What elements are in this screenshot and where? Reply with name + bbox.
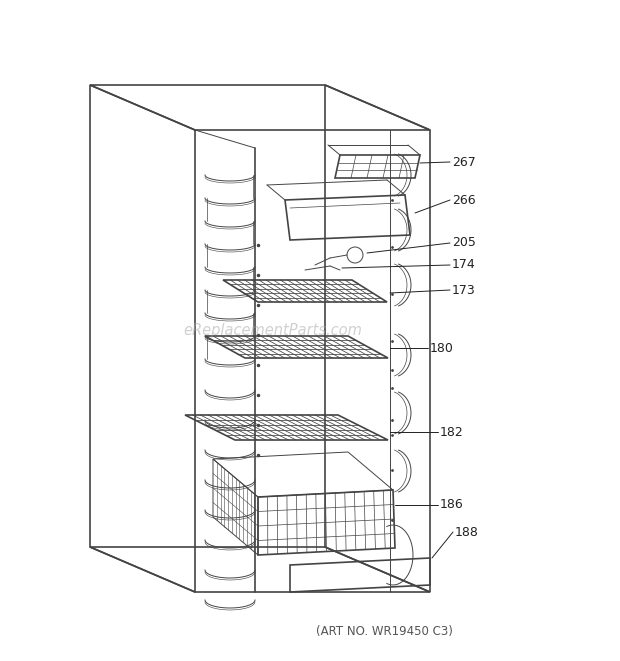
Text: 182: 182 [440,426,464,438]
Text: 180: 180 [430,342,454,354]
Text: 267: 267 [452,155,476,169]
Text: 188: 188 [455,525,479,539]
Text: 174: 174 [452,258,476,272]
Text: 205: 205 [452,237,476,249]
Text: eReplacementParts.com: eReplacementParts.com [184,323,362,338]
Text: 186: 186 [440,498,464,512]
Text: (ART NO. WR19450 C3): (ART NO. WR19450 C3) [316,625,453,638]
Text: 266: 266 [452,194,476,206]
Text: 173: 173 [452,284,476,297]
